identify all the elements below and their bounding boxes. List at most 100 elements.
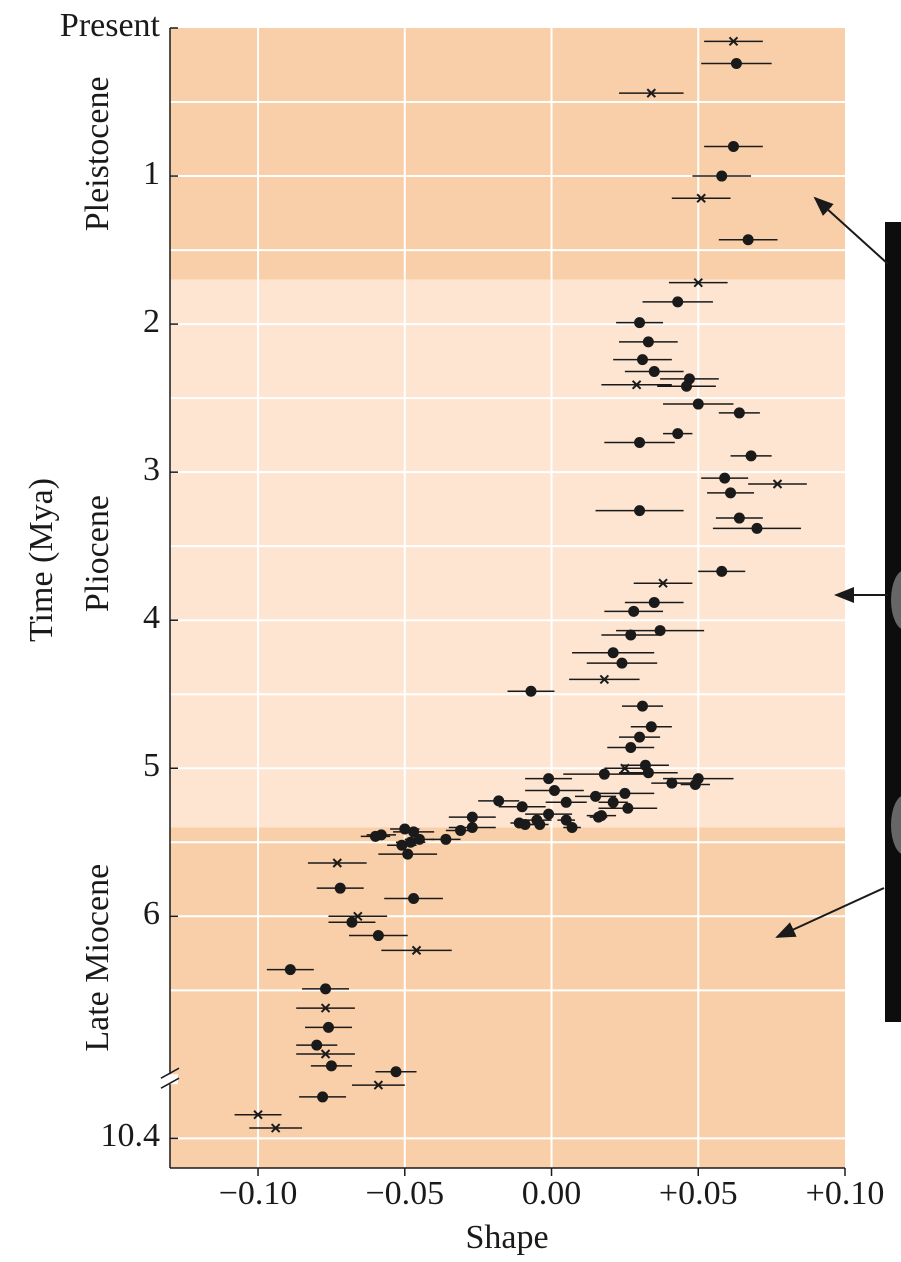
point-dot xyxy=(455,824,467,836)
point-dot xyxy=(645,721,657,733)
point-dot xyxy=(634,317,646,329)
point-dot xyxy=(284,964,296,976)
point-dot xyxy=(390,1066,402,1078)
side-image-detail xyxy=(891,571,901,629)
point-dot xyxy=(543,808,555,820)
point-dot xyxy=(727,140,739,152)
point-dot xyxy=(413,833,425,845)
point-dot xyxy=(716,565,728,577)
point-dot xyxy=(543,773,555,785)
period-label: Pliocene xyxy=(79,495,116,612)
point-dot xyxy=(625,629,637,641)
point-dot xyxy=(719,472,731,484)
point-dot xyxy=(622,802,634,814)
point-dot xyxy=(619,787,631,799)
y-tick-label: 1 xyxy=(143,155,160,192)
point-dot xyxy=(637,700,648,712)
point-cross xyxy=(599,674,610,685)
point-dot xyxy=(607,796,619,808)
x-tick-label: 0.00 xyxy=(522,1175,582,1212)
x-tick-label: −0.05 xyxy=(365,1175,444,1212)
point-dot xyxy=(672,428,684,440)
point-dot xyxy=(466,811,478,823)
axis-break-gap xyxy=(162,1074,178,1085)
point-cross xyxy=(620,763,630,773)
point-dot xyxy=(607,647,619,659)
point-dot xyxy=(681,380,693,392)
point-cross xyxy=(693,277,703,288)
point-dot xyxy=(751,522,763,534)
point-dot xyxy=(733,407,745,419)
point-dot xyxy=(654,625,666,637)
point-cross xyxy=(631,380,642,390)
point-dot xyxy=(590,790,602,802)
point-dot xyxy=(513,817,525,829)
point-cross xyxy=(332,858,342,868)
point-dot xyxy=(325,1060,337,1072)
point-dot xyxy=(548,784,560,796)
y-tick-label: 10.4 xyxy=(101,1117,161,1154)
point-dot xyxy=(396,839,408,851)
x-tick-label: +0.05 xyxy=(659,1175,738,1212)
point-dot xyxy=(745,450,757,462)
point-cross xyxy=(728,36,739,47)
point-dot xyxy=(566,821,578,833)
y-tick-label: 4 xyxy=(143,599,160,636)
point-cross xyxy=(253,1109,263,1120)
point-dot xyxy=(369,830,381,842)
y-tick-label: 5 xyxy=(143,747,160,784)
point-dot xyxy=(408,826,420,838)
period-band xyxy=(170,827,845,1168)
point-dot xyxy=(317,1091,329,1103)
point-dot xyxy=(666,777,678,789)
y-tick-label: 3 xyxy=(143,451,160,488)
point-dot xyxy=(560,814,572,826)
point-cross xyxy=(646,88,657,98)
period-band xyxy=(170,28,845,280)
point-dot xyxy=(466,821,478,833)
point-dot xyxy=(516,801,528,813)
point-dot xyxy=(320,983,332,995)
plot-background xyxy=(170,28,845,1168)
point-dot xyxy=(334,882,346,894)
arrow xyxy=(813,196,889,265)
y-tick-label: Present xyxy=(60,7,161,44)
point-cross xyxy=(772,479,783,489)
point-dot xyxy=(311,1039,323,1051)
point-dot xyxy=(725,487,737,499)
point-dot xyxy=(648,365,660,377)
x-tick-label: +0.10 xyxy=(806,1175,885,1212)
point-dot xyxy=(689,779,701,791)
point-cross xyxy=(353,911,363,922)
point-dot xyxy=(560,796,572,808)
point-dot xyxy=(402,848,414,860)
point-dot xyxy=(716,170,728,182)
side-image-detail xyxy=(891,796,901,854)
point-dot xyxy=(534,819,546,831)
axis-break-mark xyxy=(160,1077,180,1089)
point-dot xyxy=(628,605,640,617)
point-cross xyxy=(696,193,706,203)
point-dot xyxy=(440,833,452,845)
point-dot xyxy=(408,893,420,905)
period-label: Pleistocene xyxy=(79,76,116,231)
point-dot xyxy=(525,685,537,697)
point-cross xyxy=(411,945,422,956)
arrow xyxy=(775,887,885,938)
point-dot xyxy=(598,768,610,780)
point-dot xyxy=(672,296,684,308)
point-dot xyxy=(733,512,745,524)
y-tick-label: 6 xyxy=(143,895,160,932)
point-dot xyxy=(372,930,384,942)
point-dot xyxy=(634,437,646,449)
y-axis-label: Time (Mya) xyxy=(23,478,60,642)
point-cross xyxy=(320,1049,331,1059)
point-dot xyxy=(648,596,660,608)
x-tick-label: −0.10 xyxy=(219,1175,298,1212)
point-dot xyxy=(634,731,646,743)
point-dot xyxy=(637,354,648,366)
period-band xyxy=(170,279,845,828)
point-dot xyxy=(730,58,742,70)
